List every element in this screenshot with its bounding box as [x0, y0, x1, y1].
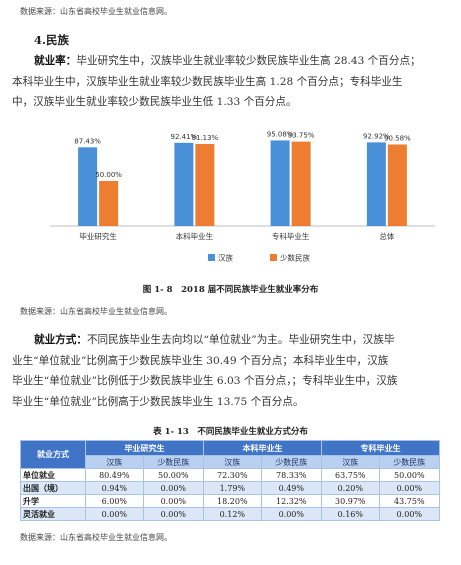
- paragraph-text: 不同民族毕业生去向均以“单位就业”为主。毕业研究生中，汉族毕: [86, 334, 395, 346]
- table-cell: 12.32%: [260, 494, 322, 508]
- paragraph-text: 毕业研究生中，汉族毕业生就业率较少数民族毕业生高 28.43 个百分点；: [76, 55, 421, 67]
- table-cell: 1.79%: [202, 481, 262, 495]
- table-cell: 0.20%: [320, 481, 380, 495]
- table-corner-header: 就业方式: [20, 440, 86, 469]
- bar-value-label: 92.92%: [363, 132, 390, 140]
- legend-swatch: [208, 254, 215, 261]
- category-tick-label: 总体: [379, 231, 394, 241]
- table-cell: 78.33%: [260, 468, 322, 482]
- table-cell: 72.30%: [202, 468, 262, 482]
- paragraph-lead: 就业率：: [34, 55, 77, 67]
- chart-bar: [366, 142, 386, 226]
- data-source-note-top: 数据来源：山东省高校毕业生就业信息网。: [20, 7, 172, 16]
- bar-value-label: 91.13%: [192, 134, 219, 142]
- table-subheader: 汉族: [202, 455, 262, 469]
- paragraph-line: 业生“单位就业”比例高于少数民族毕业生 30.49 个百分点；本科毕业生中，汉族: [12, 354, 389, 367]
- table-row-header: 升学: [20, 494, 86, 508]
- table-subheader: 汉族: [320, 455, 380, 469]
- table-cell: 0.00%: [142, 507, 204, 521]
- bar-value-label: 93.75%: [288, 132, 315, 140]
- legend-label: 汉族: [218, 253, 233, 263]
- chart-legend: 汉族 少数民族: [208, 253, 310, 263]
- employment-rate-bar-chart: 87.43% 50.00% 毕业研究生 92.41%91.13% 本科毕业生 95.08%…: [50, 130, 435, 263]
- section-heading: 4.民族: [34, 33, 70, 47]
- table-row: 灵活就业 0.00% 0.00% 0.12% 0.00% 0.16% 0.00%: [20, 507, 441, 521]
- table-subheader: 少数民族: [260, 455, 322, 469]
- table-subheader-row: 汉族 少数民族 汉族 少数民族 汉族 少数民族: [21, 455, 441, 469]
- bar-value-label: 90.58%: [384, 134, 411, 142]
- table-cell: 0.00%: [142, 481, 204, 495]
- table-cell: 63.75%: [320, 468, 380, 482]
- table-subheader: 汉族: [85, 455, 144, 469]
- paragraph-line: 就业方式：不同民族毕业生去向均以“单位就业”为主。毕业研究生中，汉族毕: [34, 330, 444, 351]
- bar-value-label: 87.43%: [74, 137, 101, 145]
- table-group-header-row: 就业方式 毕业研究生 本科毕业生 专科毕业生: [20, 440, 441, 469]
- table-row-header: 单位就业: [20, 468, 86, 482]
- chart-bar: [270, 140, 290, 226]
- table-row: 单位就业 80.49% 50.00% 72.30% 78.33% 63.75% …: [20, 468, 441, 482]
- employment-mode-table: 就业方式 毕业研究生 本科毕业生 专科毕业生 汉族 少数民族 汉族 少数民族 汉…: [20, 440, 441, 521]
- chart-bar: [291, 141, 311, 226]
- table-row: 出国（境） 0.94% 0.00% 1.79% 0.49% 0.20% 0.00…: [20, 481, 441, 495]
- paragraph-line: 毕业生“单位就业”比例高于少数民族毕业生 13.75 个百分点。: [12, 395, 304, 408]
- bar-value-label: 50.00%: [95, 171, 122, 179]
- table-cell: 0.00%: [378, 507, 441, 521]
- table-cell: 30.97%: [320, 494, 380, 508]
- employment-rate-paragraph: 就业率：毕业研究生中，汉族毕业生就业率较少数民族毕业生高 28.43 个百分点；…: [12, 51, 444, 113]
- category-tick-label: 本科毕业生: [176, 231, 214, 241]
- category-tick-label: 专科毕业生: [272, 231, 310, 241]
- table-cell: 6.00%: [85, 494, 144, 508]
- table-subheader: 少数民族: [378, 455, 441, 469]
- data-source-note-bottom: 数据来源：山东省高校毕业生就业信息网。: [20, 533, 172, 542]
- table-cell: 0.00%: [378, 481, 441, 495]
- table-subheader: 少数民族: [142, 455, 204, 469]
- paragraph-line: 中，汉族毕业生就业率较少数民族毕业生低 1.33 个百分点。: [12, 96, 297, 108]
- chart-bar: [99, 181, 119, 226]
- employment-mode-paragraph: 就业方式：不同民族毕业生去向均以“单位就业”为主。毕业研究生中，汉族毕 业生“单…: [12, 330, 444, 412]
- paragraph-line: 本科毕业生中，汉族毕业生就业率较少数民族毕业生高 1.28 个百分点；专科毕业生: [12, 75, 403, 88]
- table-cell: 0.12%: [202, 507, 262, 521]
- table-cell: 0.00%: [260, 507, 322, 521]
- paragraph-lead: 就业方式：: [34, 334, 87, 346]
- table-cell: 43.75%: [378, 494, 441, 508]
- table-cell: 50.00%: [142, 468, 204, 482]
- legend-swatch: [270, 254, 277, 261]
- table-cell: 0.16%: [320, 507, 380, 521]
- table-cell: 0.00%: [142, 494, 204, 508]
- paragraph-line: 毕业生“单位就业”比例低于少数民族毕业生 6.03 个百分点，；专科毕业生中，汉…: [12, 375, 398, 387]
- chart-bar: [387, 144, 407, 226]
- table-group-header: 毕业研究生: [85, 440, 204, 456]
- table-cell: 0.00%: [85, 507, 144, 521]
- table-group-header: 本科毕业生: [202, 440, 322, 456]
- table-cell: 50.00%: [378, 468, 441, 482]
- table-cell: 0.94%: [85, 481, 144, 495]
- data-source-note-mid: 数据来源：山东省高校毕业生就业信息网。: [20, 307, 172, 316]
- chart-bar: [78, 147, 98, 226]
- legend-label: 少数民族: [280, 253, 310, 263]
- bar-value-label: 95.08%: [267, 130, 294, 138]
- table-group-header: 专科毕业生: [320, 440, 441, 456]
- table-cell: 80.49%: [85, 468, 144, 482]
- table-caption: 表 1- 13 不同民族毕业生就业方式分布: [153, 427, 308, 437]
- chart-bar: [195, 143, 215, 226]
- table-row-header: 灵活就业: [20, 507, 86, 521]
- paragraph-line: 就业率：毕业研究生中，汉族毕业生就业率较少数民族毕业生高 28.43 个百分点；: [34, 51, 444, 72]
- figure-caption: 图 1- 8 2018 届不同民族毕业生就业率分布: [142, 285, 319, 295]
- category-tick-label: 毕业研究生: [79, 231, 117, 241]
- table-row: 升学 6.00% 0.00% 18.20% 12.32% 30.97% 43.7…: [20, 494, 441, 508]
- bar-value-label: 92.41%: [171, 133, 198, 141]
- chart-bar: [174, 142, 194, 226]
- table-cell: 0.49%: [260, 481, 322, 495]
- table-cell: 18.20%: [202, 494, 262, 508]
- table-row-header: 出国（境）: [20, 481, 86, 495]
